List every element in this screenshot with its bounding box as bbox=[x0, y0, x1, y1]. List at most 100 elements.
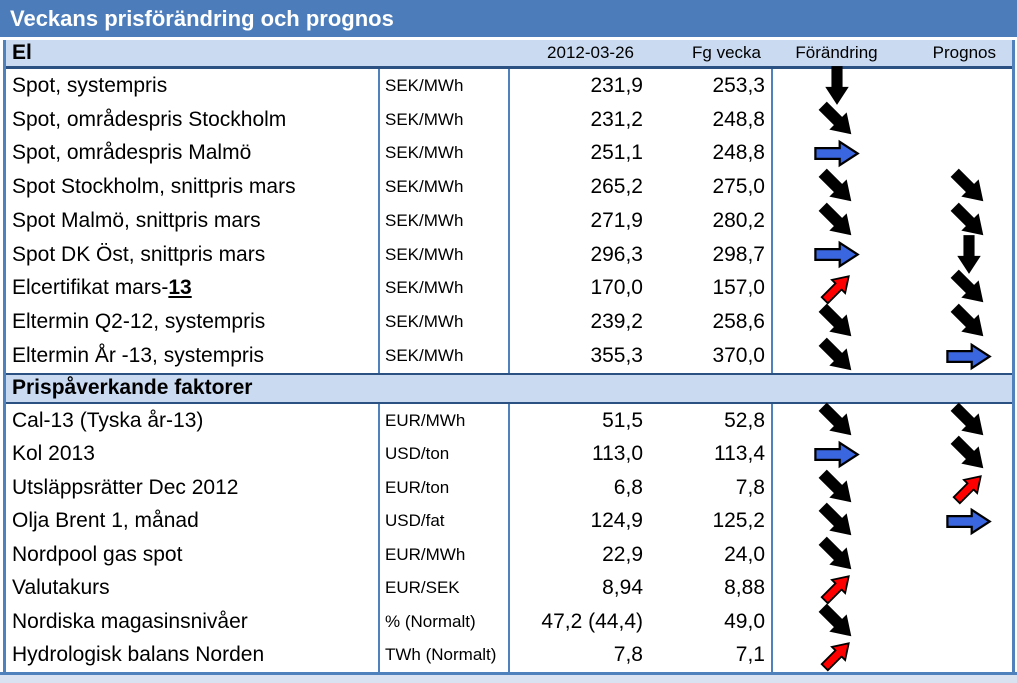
table-row: Eltermin År -13, systempris SEK/MWh 355,3 3… bbox=[6, 337, 1012, 373]
row-unit: SEK/MWh bbox=[378, 237, 508, 272]
row-prev-value: 7,1 bbox=[735, 643, 765, 667]
black-down-right-arrow-icon bbox=[816, 168, 858, 202]
row-prev-value: 253,3 bbox=[712, 73, 765, 97]
table-row: Elcertifikat mars- 13 SEK/MWh 170,0 157,0 bbox=[6, 270, 1012, 306]
red-up-right-arrow-icon bbox=[819, 275, 855, 306]
row-prev-value: 248,8 bbox=[712, 107, 765, 131]
forecast-arrow-cell bbox=[876, 103, 1012, 137]
forecast-arrow-cell bbox=[876, 303, 1012, 339]
price-table: El 2012-03-26 Fg vecka Förändring Progno… bbox=[3, 40, 1015, 672]
red-up-right-arrow-icon bbox=[819, 642, 855, 672]
table-row: Hydrologisk balans Norden TWh (Normalt) 7,… bbox=[6, 638, 1012, 672]
column-header-change: Förändring bbox=[795, 43, 878, 62]
row-label: Utsläppsrätter Dec 2012 bbox=[12, 475, 239, 499]
forecast-arrow-cell bbox=[876, 270, 1012, 306]
row-current-value: 124,9 bbox=[508, 504, 648, 538]
section-header-el: El bbox=[12, 41, 32, 64]
table-row: Spot Malmö, snittpris mars SEK/MWh 271,9 28… bbox=[6, 202, 1012, 238]
row-current-value: 6,8 bbox=[508, 470, 648, 505]
row-current-value: 113,0 bbox=[508, 437, 648, 471]
change-arrow-cell bbox=[771, 571, 876, 605]
table-row: Spot, områdespris Malmö SEK/MWh 251,1 248,8 bbox=[6, 136, 1012, 171]
change-arrow-cell bbox=[771, 168, 876, 205]
row-label: Elcertifikat mars- 13 bbox=[12, 276, 192, 300]
black-down-arrow-icon bbox=[816, 66, 858, 106]
row-prev-value: 52,8 bbox=[724, 408, 765, 432]
table-row: Cal-13 (Tyska år-13) EUR/MWh 51,5 52,8 bbox=[6, 402, 1012, 438]
table-row: Utsläppsrätter Dec 2012 EUR/ton 6,8 7,8 bbox=[6, 469, 1012, 505]
row-prev-value: 113,4 bbox=[714, 442, 765, 466]
row-prev-value: 8,88 bbox=[724, 576, 765, 600]
red-up-right-arrow-icon bbox=[819, 575, 855, 605]
change-arrow-cell bbox=[771, 303, 876, 340]
table-row: Eltermin Q2-12, systempris SEK/MWh 239,2 25… bbox=[6, 303, 1012, 340]
row-label: Eltermin Q2-12, systempris bbox=[12, 310, 266, 334]
row-unit: EUR/MWh bbox=[378, 537, 508, 572]
table-row: Spot Stockholm, snittpris mars SEK/MWh 265… bbox=[6, 168, 1012, 205]
forecast-arrow-cell bbox=[876, 339, 1012, 373]
blue-right-arrow-icon bbox=[940, 342, 998, 370]
row-unit: TWh (Normalt) bbox=[378, 638, 508, 672]
forecast-arrow-cell bbox=[876, 571, 1012, 605]
footer-strip bbox=[0, 674, 1017, 683]
table-row: Olja Brent 1, månad USD/fat 124,9 125,2 bbox=[6, 502, 1012, 538]
row-label: Hydrologisk balans Norden bbox=[12, 643, 265, 667]
change-arrow-cell bbox=[771, 402, 876, 438]
row-label: Nordpool gas spot bbox=[12, 542, 183, 566]
section-factors-rows: Cal-13 (Tyska år-13) EUR/MWh 51,5 52,8 Kol 2… bbox=[6, 402, 1012, 672]
report-title-bar: Veckans prisförändring och prognos bbox=[0, 0, 1017, 37]
black-down-right-arrow-icon bbox=[948, 202, 990, 236]
row-current-value: 239,2 bbox=[508, 305, 648, 340]
black-down-right-arrow-icon bbox=[948, 402, 990, 435]
change-arrow-cell bbox=[771, 638, 876, 672]
row-prev-value: 7,8 bbox=[735, 475, 765, 499]
black-down-right-arrow-icon bbox=[948, 168, 990, 202]
forecast-arrow-cell bbox=[876, 538, 1012, 572]
row-unit: USD/fat bbox=[378, 504, 508, 538]
black-down-right-arrow-icon bbox=[816, 469, 858, 502]
forecast-arrow-cell bbox=[876, 471, 1012, 505]
table-row: Spot, områdespris Stockholm SEK/MWh 231,2 2… bbox=[6, 101, 1012, 137]
row-prev-value: 157,0 bbox=[712, 276, 765, 300]
table-row: Kol 2013 USD/ton 113,0 113,4 bbox=[6, 435, 1012, 471]
forecast-arrow-cell bbox=[876, 504, 1012, 538]
red-up-right-arrow-icon bbox=[951, 474, 987, 505]
column-header-prev-week: Fg vecka bbox=[692, 43, 761, 62]
black-down-right-arrow-icon bbox=[816, 101, 858, 134]
change-arrow-cell bbox=[771, 469, 876, 505]
row-unit: SEK/MWh bbox=[378, 339, 508, 373]
row-label: Eltermin År -13, systempris bbox=[12, 344, 265, 367]
row-label: Spot Malmö, snittpris mars bbox=[12, 208, 261, 232]
change-arrow-cell bbox=[771, 136, 876, 171]
black-down-right-arrow-icon bbox=[816, 402, 858, 435]
row-prev-value: 280,2 bbox=[712, 208, 765, 232]
row-current-value: 251,1 bbox=[508, 136, 648, 171]
row-prev-value: 248,8 bbox=[712, 141, 765, 165]
row-prev-value: 275,0 bbox=[712, 175, 765, 199]
row-unit: SEK/MWh bbox=[378, 204, 508, 238]
table-row: Nordpool gas spot EUR/MWh 22,9 24,0 bbox=[6, 536, 1012, 572]
row-current-value: 271,9 bbox=[508, 204, 648, 238]
title-divider bbox=[0, 37, 1017, 40]
row-current-value: 231,9 bbox=[508, 69, 648, 103]
row-label: Spot Stockholm, snittpris mars bbox=[12, 175, 296, 199]
row-label-emphasis: 13 bbox=[168, 276, 192, 300]
row-label: Spot, områdespris Stockholm bbox=[12, 107, 287, 131]
change-arrow-cell bbox=[771, 603, 876, 639]
row-label: Valutakurs bbox=[12, 576, 110, 600]
row-unit: SEK/MWh bbox=[378, 102, 508, 137]
forecast-arrow-cell bbox=[876, 235, 1012, 275]
table-row: Spot DK Öst, snittpris mars SEK/MWh 296,3 2… bbox=[6, 235, 1012, 275]
blue-right-arrow-icon bbox=[940, 507, 998, 535]
table-row: Spot, systempris SEK/MWh 231,9 253,3 bbox=[6, 66, 1012, 106]
column-header-forecast: Prognos bbox=[932, 43, 996, 62]
row-prev-value: 298,7 bbox=[712, 242, 765, 266]
row-label: Cal-13 (Tyska år-13) bbox=[12, 408, 204, 432]
table-row: Valutakurs EUR/SEK 8,94 8,88 bbox=[6, 571, 1012, 605]
blue-right-arrow-icon bbox=[808, 139, 866, 168]
forecast-arrow-cell bbox=[876, 69, 1012, 103]
black-down-right-arrow-icon bbox=[816, 303, 858, 337]
change-arrow-cell bbox=[771, 337, 876, 373]
section-header-factors: Prispåverkande faktorer bbox=[6, 372, 1012, 404]
row-unit: % (Normalt) bbox=[378, 604, 508, 639]
